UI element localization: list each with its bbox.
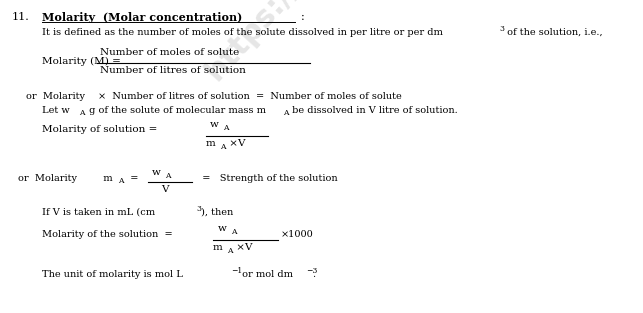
Text: 3: 3 <box>499 25 504 33</box>
Text: or  Molarity: or Molarity <box>18 174 77 183</box>
Text: .: . <box>312 270 315 279</box>
Text: Number of moles of solute: Number of moles of solute <box>100 48 239 57</box>
Text: be dissolved in V litre of solution.: be dissolved in V litre of solution. <box>289 106 458 115</box>
Text: Number of litres of solution: Number of litres of solution <box>100 66 246 75</box>
Text: https://www.: https://www. <box>200 0 368 86</box>
Text: A: A <box>220 143 226 151</box>
Text: V: V <box>161 185 168 194</box>
Text: A: A <box>79 109 84 117</box>
Text: m: m <box>97 174 113 183</box>
Text: ×V: ×V <box>226 139 246 148</box>
Text: The unit of molarity is mol L: The unit of molarity is mol L <box>42 270 183 279</box>
Text: =   Strength of the solution: = Strength of the solution <box>196 174 338 183</box>
Text: m: m <box>213 243 222 252</box>
Text: m: m <box>206 139 216 148</box>
Text: or mol dm: or mol dm <box>239 270 293 279</box>
Text: −3: −3 <box>306 267 318 275</box>
Text: A: A <box>223 124 228 132</box>
Text: −1: −1 <box>231 267 242 275</box>
Text: =: = <box>124 174 138 183</box>
Text: :: : <box>294 12 305 22</box>
Text: w: w <box>210 120 219 129</box>
Text: ), then: ), then <box>201 208 233 217</box>
Text: Molarity of solution =: Molarity of solution = <box>42 125 158 134</box>
Text: ×1000: ×1000 <box>281 230 314 239</box>
Text: It is defined as the number of moles of the solute dissolved in per litre or per: It is defined as the number of moles of … <box>42 28 443 37</box>
Text: A: A <box>231 228 237 236</box>
Text: Let w: Let w <box>42 106 69 115</box>
Text: A: A <box>118 177 123 185</box>
Text: Molarity  (Molar concentration): Molarity (Molar concentration) <box>42 12 242 23</box>
Text: A: A <box>227 247 233 255</box>
Text: ×  Number of litres of solution  =  Number of moles of solute: × Number of litres of solution = Number … <box>98 92 402 101</box>
Text: A: A <box>283 109 289 117</box>
Text: w: w <box>218 224 227 233</box>
Text: If V is taken in mL (cm: If V is taken in mL (cm <box>42 208 155 217</box>
Text: 3: 3 <box>196 205 201 213</box>
Text: A: A <box>165 172 170 180</box>
Text: Molarity of the solution  =: Molarity of the solution = <box>42 230 172 239</box>
Text: g of the solute of molecular mass m: g of the solute of molecular mass m <box>86 106 266 115</box>
Text: or  Molarity: or Molarity <box>26 92 85 101</box>
Text: w: w <box>152 168 161 177</box>
Text: of the solution, i.e.,: of the solution, i.e., <box>504 28 602 37</box>
Text: Molarity (M) =: Molarity (M) = <box>42 57 121 66</box>
Text: ×V: ×V <box>233 243 253 252</box>
Text: 11.: 11. <box>12 12 30 22</box>
